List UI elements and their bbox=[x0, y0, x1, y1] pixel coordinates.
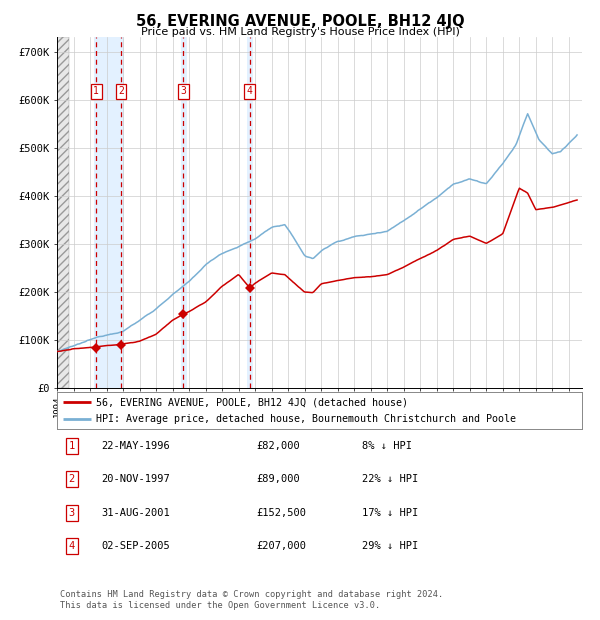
Text: 20-NOV-1997: 20-NOV-1997 bbox=[101, 474, 170, 484]
Text: 22-MAY-1996: 22-MAY-1996 bbox=[101, 441, 170, 451]
Bar bbox=[247, 37, 253, 387]
Text: £89,000: £89,000 bbox=[257, 474, 300, 484]
Text: 8% ↓ HPI: 8% ↓ HPI bbox=[361, 441, 412, 451]
Text: 3: 3 bbox=[68, 508, 75, 518]
Text: 17% ↓ HPI: 17% ↓ HPI bbox=[361, 508, 418, 518]
Text: 31-AUG-2001: 31-AUG-2001 bbox=[101, 508, 170, 518]
Text: 1: 1 bbox=[68, 441, 75, 451]
Text: 2: 2 bbox=[68, 474, 75, 484]
Text: 22% ↓ HPI: 22% ↓ HPI bbox=[361, 474, 418, 484]
Text: £207,000: £207,000 bbox=[257, 541, 307, 551]
Text: 02-SEP-2005: 02-SEP-2005 bbox=[101, 541, 170, 551]
Text: £82,000: £82,000 bbox=[257, 441, 300, 451]
Text: HPI: Average price, detached house, Bournemouth Christchurch and Poole: HPI: Average price, detached house, Bour… bbox=[97, 414, 517, 424]
Bar bbox=[94, 37, 124, 387]
Text: 2: 2 bbox=[118, 87, 124, 97]
Text: 1: 1 bbox=[94, 87, 99, 97]
Text: Price paid vs. HM Land Registry's House Price Index (HPI): Price paid vs. HM Land Registry's House … bbox=[140, 27, 460, 37]
Text: 56, EVERING AVENUE, POOLE, BH12 4JQ: 56, EVERING AVENUE, POOLE, BH12 4JQ bbox=[136, 14, 464, 29]
Text: 4: 4 bbox=[247, 87, 253, 97]
Text: Contains HM Land Registry data © Crown copyright and database right 2024.
This d: Contains HM Land Registry data © Crown c… bbox=[60, 590, 443, 609]
Bar bbox=[181, 37, 187, 387]
Text: £152,500: £152,500 bbox=[257, 508, 307, 518]
Text: 3: 3 bbox=[181, 87, 187, 97]
Text: 29% ↓ HPI: 29% ↓ HPI bbox=[361, 541, 418, 551]
Text: 4: 4 bbox=[68, 541, 75, 551]
Bar bbox=[57, 37, 68, 387]
Text: 56, EVERING AVENUE, POOLE, BH12 4JQ (detached house): 56, EVERING AVENUE, POOLE, BH12 4JQ (det… bbox=[97, 397, 409, 407]
